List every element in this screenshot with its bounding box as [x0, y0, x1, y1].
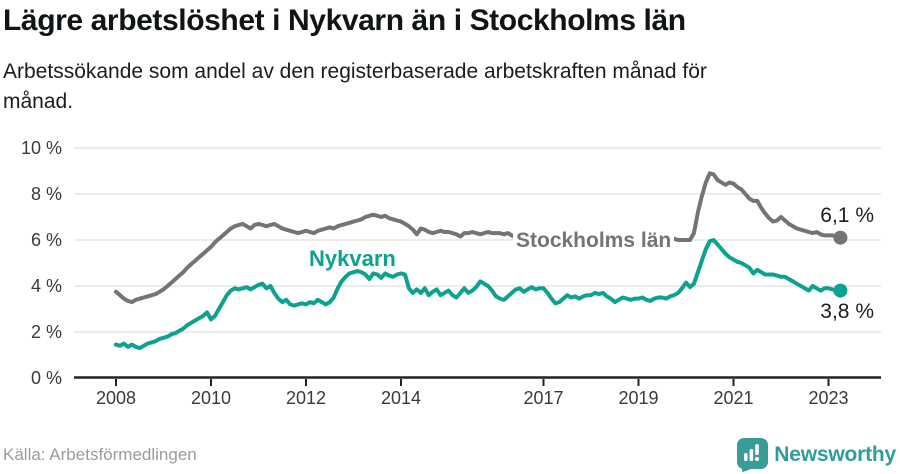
end-value-nykvarn: 3,8 %: [820, 300, 874, 323]
y-axis-tick-label: 8 %: [30, 184, 62, 204]
y-axis-tick-label: 0 %: [30, 368, 62, 388]
series-line-nykvarn: [114, 238, 843, 351]
chart-title: Lägre arbetslöshet i Nykvarn än i Stockh…: [3, 4, 686, 37]
x-axis-tick-label: 2010: [190, 388, 232, 408]
series-end-dot-nykvarn: [833, 283, 848, 298]
x-axis-tick-label: 2017: [523, 388, 564, 408]
y-axis-tick-label: 10 %: [20, 138, 62, 158]
brand-name: Newsworthy: [774, 443, 896, 466]
newsworthy-logo-icon: [737, 438, 769, 472]
series-label-stockholms-lan: Stockholms län: [513, 228, 675, 253]
series-line-stockholms-lan: [114, 171, 843, 305]
line-chart: [74, 147, 881, 386]
end-value-stockholms-lan: 6,1 %: [820, 204, 874, 227]
x-axis-tick-label: 2021: [713, 388, 754, 408]
y-axis-tick-label: 6 %: [30, 230, 62, 250]
chart-subtitle-line-1: Arbetssökande som andel av den registerb…: [3, 60, 707, 83]
brand-lockup: Newsworthy: [737, 438, 896, 472]
x-axis-tick-label: 2012: [285, 388, 327, 408]
y-axis-tick-label: 2 %: [30, 322, 62, 342]
x-axis-tick-label: 2019: [618, 388, 659, 408]
y-axis-tick-label: 4 %: [30, 276, 62, 296]
source-attribution: Källa: Arbetsförmedlingen: [3, 445, 197, 464]
x-axis-tick-label: 2023: [808, 388, 849, 408]
x-axis-tick-label: 2014: [380, 388, 422, 408]
series-end-dot-stockholms-lan: [833, 230, 848, 245]
series-label-nykvarn: Nykvarn: [309, 246, 396, 271]
x-axis-tick-label: 2008: [95, 388, 137, 408]
chart-subtitle-line-2: månad.: [3, 90, 74, 113]
